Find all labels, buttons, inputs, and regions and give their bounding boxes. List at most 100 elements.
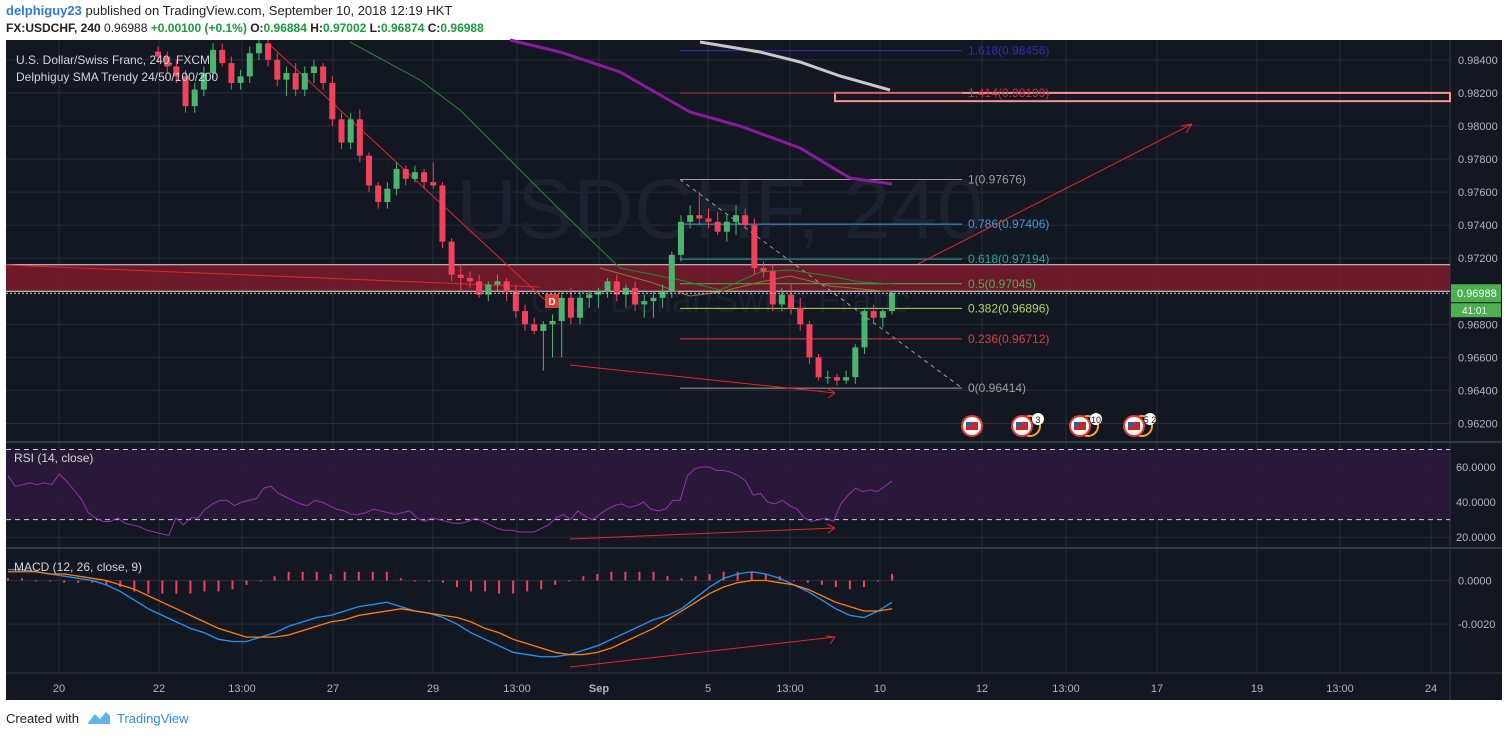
fib-level-label: 0.382(0.96896) [968, 301, 1049, 315]
time-tick-label: Sep [589, 683, 609, 695]
macd-histogram-bar [399, 578, 402, 581]
candle-body [714, 221, 721, 232]
macd-pane: 0.0000 -0.0020 [7, 568, 1495, 668]
candle-body [292, 73, 299, 90]
candle-body [173, 66, 180, 77]
fib-level-label: 0(0.96414) [968, 381, 1026, 395]
macd-histogram-bar [792, 580, 795, 582]
macd-histogram-bar [568, 580, 571, 582]
rsi-band [6, 449, 1450, 520]
candle-body [531, 324, 538, 331]
macd-histogram-bar [203, 580, 206, 592]
price-change: +0.00100 (+0.1%) [150, 21, 247, 35]
candle-body [889, 292, 895, 312]
macd-histogram-bar [427, 580, 430, 582]
author-link[interactable]: delphiguy23 [6, 3, 82, 18]
candle-body [200, 73, 207, 90]
projection-arrow[interactable] [917, 123, 1193, 265]
macd-histogram-bar [694, 576, 697, 581]
time-axis[interactable]: 20 22 13:00 27 29 13:00 Sep 5 13:00 10 12 13:00 17 19… [53, 683, 1437, 695]
macd-histogram-bar [441, 580, 444, 583]
candle-body [549, 320, 556, 325]
candle-body [824, 377, 831, 379]
macd-histogram-bar [7, 578, 9, 581]
arrow-head-icon [825, 635, 836, 645]
macd-histogram-bar [806, 580, 809, 583]
time-tick-label: 10 [874, 683, 886, 695]
candle-body [577, 297, 584, 318]
candle-body [540, 324, 547, 331]
published-text: published on TradingView.com, September … [85, 3, 453, 18]
arrow-head-icon [826, 523, 836, 534]
target-box[interactable] [834, 91, 1451, 103]
event-count-label: 3 [1035, 415, 1040, 425]
trend-line[interactable] [5, 264, 541, 288]
macd-histogram-bar [582, 576, 585, 581]
us-flag-stripes [1128, 422, 1140, 430]
event-count-badge [1032, 413, 1044, 425]
time-tick-label: 13:00 [1326, 683, 1354, 695]
event-count-badge [1144, 413, 1156, 425]
rsi-pane: 60.0000 40.0000 20.0000 [6, 449, 1496, 544]
countdown-text: 41:01 [1462, 306, 1487, 317]
sma24-line [599, 267, 893, 297]
publish-header: delphiguy23 published on TradingView.com… [0, 0, 1508, 40]
candle-body [329, 82, 336, 120]
macd-histogram-bar [77, 580, 80, 583]
high-label: H: [310, 21, 323, 35]
fibonacci-retracement[interactable]: 1.618(0.98456) 1.414(0.98199) 1(0.97676) 0.… [679, 44, 1049, 396]
candle-body [677, 221, 684, 255]
macd-histogram-bar [189, 580, 192, 594]
macd-histogram-bar [385, 571, 388, 581]
candle-body [347, 119, 354, 143]
us-flag-canton [966, 422, 971, 426]
candle-body [246, 53, 253, 77]
macd-histogram-bar [764, 573, 767, 581]
candle-body [751, 225, 758, 269]
macd-histogram-bar [680, 578, 683, 581]
macd-tick-label: 0.0000 [1458, 576, 1492, 588]
macd-histogram-bar [596, 573, 599, 581]
candle-body [733, 215, 740, 222]
macd-histogram-bar [413, 580, 416, 582]
macd-histogram-bar [147, 580, 150, 594]
macd-histogram-bar [652, 571, 655, 581]
price-tick-label: 0.96600 [1458, 352, 1498, 364]
sma50-line [349, 41, 893, 291]
macd-histogram-bar [891, 573, 893, 581]
fib-level-label: 0.236(0.96712) [968, 332, 1049, 346]
candle-body [494, 281, 501, 285]
macd-histogram-bar [161, 580, 164, 594]
candle-body [191, 89, 198, 107]
economic-events[interactable]: 3 10 5 2 [961, 413, 1156, 437]
price-tick-label: 0.96400 [1458, 385, 1498, 397]
divergence-line-price[interactable] [569, 364, 836, 394]
watermark: USDCHF, 240 U.S. Dollar/Swiss Franc [456, 162, 984, 320]
macd-histogram-bar [49, 580, 52, 582]
close-label: C: [427, 21, 441, 35]
macd-histogram-bar [834, 580, 837, 588]
candle-body [687, 215, 694, 222]
divergence-line-macd[interactable] [569, 636, 836, 668]
candle-body [320, 66, 327, 83]
fib-level-label: 1(0.97676) [968, 173, 1026, 187]
candle-body [622, 287, 629, 295]
resistance-zone-rect[interactable] [6, 264, 1450, 292]
dividend-badge[interactable] [545, 294, 559, 308]
time-tick-label: 13:00 [503, 683, 531, 695]
price-tick-label: 0.98000 [1458, 121, 1498, 133]
divergence-line-rsi[interactable] [569, 527, 836, 540]
high-value: 0.97002 [322, 21, 367, 35]
price-tick-label: 0.98200 [1458, 88, 1498, 100]
macd-histogram-bar [105, 580, 108, 585]
candle-body [485, 284, 492, 295]
candle-body [760, 268, 767, 272]
tradingview-link[interactable]: TradingView [117, 711, 189, 726]
trading-chart[interactable]: USDCHF, 240 U.S. Dollar/Swiss Franc 1.61… [0, 0, 1508, 700]
fib-level-label: 1.618(0.98456) [968, 44, 1049, 58]
rsi-tick-label: 60.0000 [1456, 462, 1496, 474]
macd-histogram-bar [484, 580, 487, 592]
last-price: 0.96988 [104, 21, 148, 35]
price-axis[interactable]: 0.98400 0.98200 0.98000 0.97800 0.97600 0.974… [1451, 55, 1501, 431]
candle-body [797, 307, 804, 325]
